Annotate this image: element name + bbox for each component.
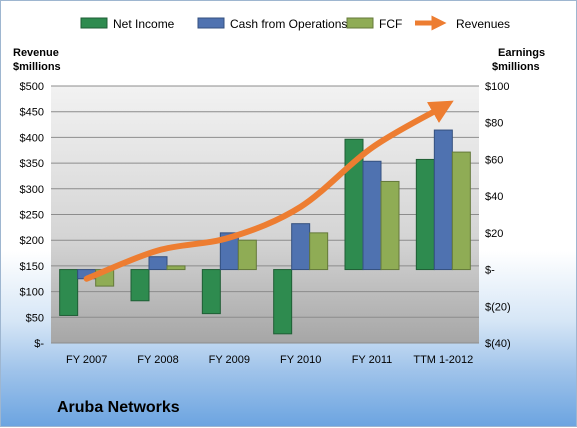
- left-tick-label: $100: [20, 287, 44, 299]
- right-tick-label: $(20): [485, 301, 511, 313]
- right-tick-label: $20: [485, 228, 503, 240]
- left-tick-label: $350: [20, 158, 44, 170]
- company-name: Aruba Networks: [57, 399, 180, 416]
- legend: Net Income Cash from Operations FCF Reve…: [80, 15, 510, 31]
- left-tick-label: $500: [20, 81, 44, 93]
- bar-fcf: [237, 239, 257, 271]
- left-tick-label: $-: [34, 338, 44, 350]
- right-axis-title-line2: $millions: [492, 61, 540, 73]
- right-tick-label: $(40): [485, 338, 511, 350]
- revenue-line: [83, 100, 454, 282]
- bar-fcf: [451, 151, 471, 271]
- legend-label-revenues: Revenues: [456, 17, 510, 31]
- left-tick-label: $300: [20, 184, 44, 196]
- bar-fcf: [166, 265, 186, 271]
- legend-swatch-fcf: [346, 17, 374, 29]
- bar-net-income: [59, 269, 79, 316]
- bar-net-income: [415, 158, 435, 271]
- right-tick-label: $60: [485, 154, 503, 166]
- bar-fcf: [380, 180, 400, 271]
- left-axis-title-line1: Revenue: [13, 47, 59, 59]
- category-label: FY 2007: [66, 354, 107, 366]
- legend-swatch-cash-from-operations: [197, 17, 225, 29]
- bar-cash-from-operations: [433, 129, 453, 271]
- bar-net-income: [273, 269, 293, 335]
- bar-net-income: [201, 269, 221, 315]
- right-axis-ticks: $(40) $(20) $- $20 $40 $60 $80 $100: [485, 81, 511, 350]
- revenue-line-layer: [83, 100, 454, 282]
- right-tick-label: $40: [485, 191, 503, 203]
- left-tick-label: $150: [20, 261, 44, 273]
- left-axis-title-line2: $millions: [13, 61, 61, 73]
- legend-label-fcf: FCF: [379, 17, 402, 31]
- bars: [59, 129, 471, 335]
- left-tick-label: $200: [20, 235, 44, 247]
- right-tick-label: $-: [485, 265, 495, 277]
- left-axis-ticks: $- $50 $100 $150 $200 $250 $300 $350 $400 $450 $50…: [20, 81, 45, 350]
- right-axis-title-line1: Earnings: [498, 47, 545, 59]
- left-tick-label: $400: [20, 132, 44, 144]
- bar-cash-from-operations: [362, 160, 382, 271]
- category-label: FY 2011: [352, 354, 393, 366]
- legend-label-net-income: Net Income: [113, 17, 175, 31]
- category-labels: FY 2007 FY 2008 FY 2009 FY 2010 FY 2011 TTM 1…: [66, 354, 473, 366]
- bar-cash-from-operations: [148, 256, 168, 271]
- left-tick-label: $50: [26, 312, 44, 324]
- category-label: FY 2009: [209, 354, 250, 366]
- bar-net-income: [130, 269, 150, 302]
- category-label: TTM 1-2012: [413, 354, 473, 366]
- right-tick-label: $100: [485, 81, 509, 93]
- legend-label-cash-from-operations: Cash from Operations: [230, 17, 347, 31]
- left-tick-label: $250: [20, 210, 44, 222]
- gridlines: [51, 85, 479, 344]
- category-label: FY 2008: [137, 354, 178, 366]
- bar-fcf: [309, 232, 329, 271]
- legend-swatch-net-income: [80, 17, 108, 29]
- category-label: FY 2010: [280, 354, 321, 366]
- right-tick-label: $80: [485, 118, 503, 130]
- left-tick-label: $450: [20, 107, 44, 119]
- bar-cash-from-operations: [291, 223, 311, 271]
